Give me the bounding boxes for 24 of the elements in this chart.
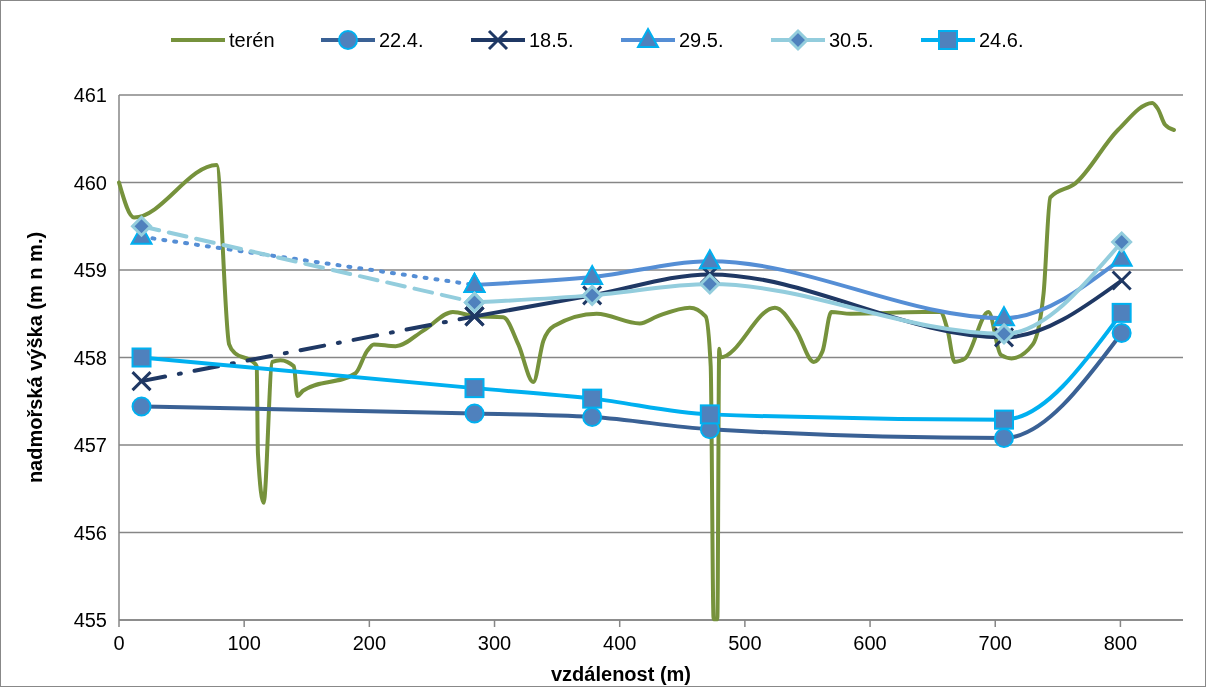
- y-tick-label: 460: [73, 171, 107, 194]
- y-tick-label: 456: [73, 521, 107, 544]
- x-axis-title: vzdálenost (m): [550, 663, 692, 685]
- x-tick-label: 800: [1103, 632, 1138, 654]
- y-tick-label: 457: [73, 434, 107, 456]
- legend-label: 29.5.: [679, 29, 724, 51]
- x-tick-label: 700: [978, 632, 1012, 654]
- y-tick-label: 459: [73, 259, 107, 281]
- x-tick-label: 200: [352, 632, 387, 654]
- legend-label: 24.6.: [979, 29, 1024, 51]
- legend-label: 18.5.: [529, 29, 574, 51]
- x-tick-label: 100: [227, 632, 261, 654]
- y-axis-title: nadmořská výška (m n m.): [24, 231, 46, 484]
- x-tick-label: 400: [603, 632, 637, 654]
- y-tick-label: 458: [73, 346, 107, 369]
- y-tick-label: 461: [73, 84, 107, 106]
- x-tick-label: 600: [853, 632, 887, 654]
- x-tick-label: 0: [113, 632, 125, 654]
- x-tick-label: 300: [477, 632, 512, 654]
- y-tick-label: 455: [73, 609, 107, 631]
- x-tick-label: 500: [728, 632, 762, 654]
- legend-label: 22.4.: [379, 29, 424, 51]
- legend-label: terén: [229, 29, 275, 51]
- legend-label: 30.5.: [829, 29, 874, 51]
